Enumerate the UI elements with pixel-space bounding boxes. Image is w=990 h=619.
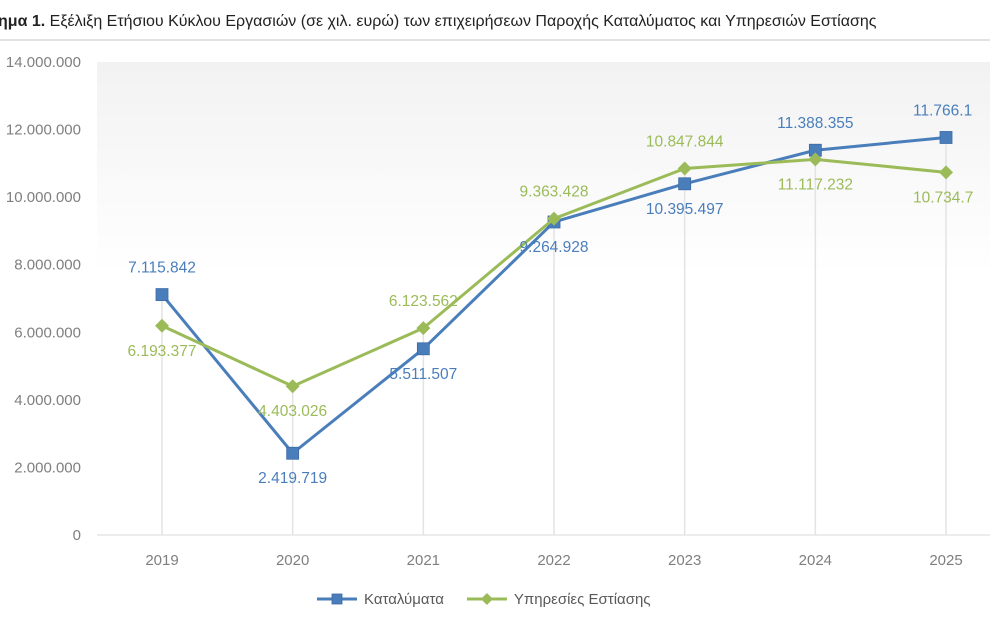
data-label: 6.193.377 [128, 343, 197, 360]
y-tick-label: 4.000.000 [14, 392, 81, 409]
data-label: 2.419.719 [258, 470, 327, 487]
data-point-diamond [939, 165, 954, 180]
data-point-square [678, 177, 692, 191]
data-point-diamond [677, 161, 692, 176]
data-point-diamond [808, 152, 823, 167]
y-tick-label: 6.000.000 [14, 324, 81, 341]
data-label: 10.395.497 [646, 201, 724, 218]
data-label: 10.847.844 [646, 133, 724, 150]
data-point-square [155, 288, 169, 301]
y-tick-label: 14.000.000 [6, 54, 81, 71]
legend-label: Καταλύματα [364, 591, 444, 608]
data-label: 10.734.7 [913, 189, 973, 206]
data-point-diamond [547, 211, 562, 226]
data-label: 6.123.562 [389, 293, 458, 310]
x-tick-label: 2022 [537, 552, 570, 569]
plot-area [97, 62, 990, 535]
data-label: 7.115.842 [128, 260, 196, 277]
y-tick-label: 0 [73, 527, 81, 544]
data-point-diamond [285, 379, 300, 394]
y-tick-label: 8.000.000 [14, 257, 81, 274]
x-tick-label: 2020 [276, 552, 309, 569]
data-point-square [331, 593, 343, 605]
title-text: Εξέλιξη Ετήσιου Κύκλου Εργασιών (σε χιλ.… [49, 13, 877, 30]
y-tick-label: 10.000.000 [6, 189, 81, 206]
x-tick-label: 2025 [929, 552, 962, 569]
figure-number: ημα 1. [0, 13, 46, 30]
y-tick-label: 2.000.000 [14, 459, 81, 476]
data-label: 11.388.355 [777, 115, 853, 132]
data-point-diamond [416, 321, 431, 336]
chart-title: ημα 1. Εξέλιξη Ετήσιου Κύκλου Εργασιών (… [0, 13, 876, 31]
data-label: 11.117.232 [778, 176, 853, 193]
data-label: 9.264.928 [520, 239, 589, 256]
data-point-square [286, 446, 300, 460]
data-point-diamond [480, 593, 493, 605]
data-point-diamond [155, 318, 169, 333]
legend-label: Υπηρεσίες Εστίασης [514, 591, 651, 608]
data-label: 11.766.1 [913, 102, 972, 119]
x-tick-label: 2024 [799, 552, 832, 569]
data-label: 9.363.428 [520, 184, 589, 201]
data-point-square [939, 131, 953, 144]
x-tick-label: 2019 [145, 552, 178, 569]
data-point-square [416, 342, 430, 356]
x-tick-label: 2021 [407, 552, 440, 569]
data-label: 4.403.026 [258, 403, 327, 420]
data-label: 5.511.507 [389, 366, 457, 383]
y-tick-label: 12.000.000 [6, 122, 81, 139]
x-tick-label: 2023 [668, 552, 701, 569]
